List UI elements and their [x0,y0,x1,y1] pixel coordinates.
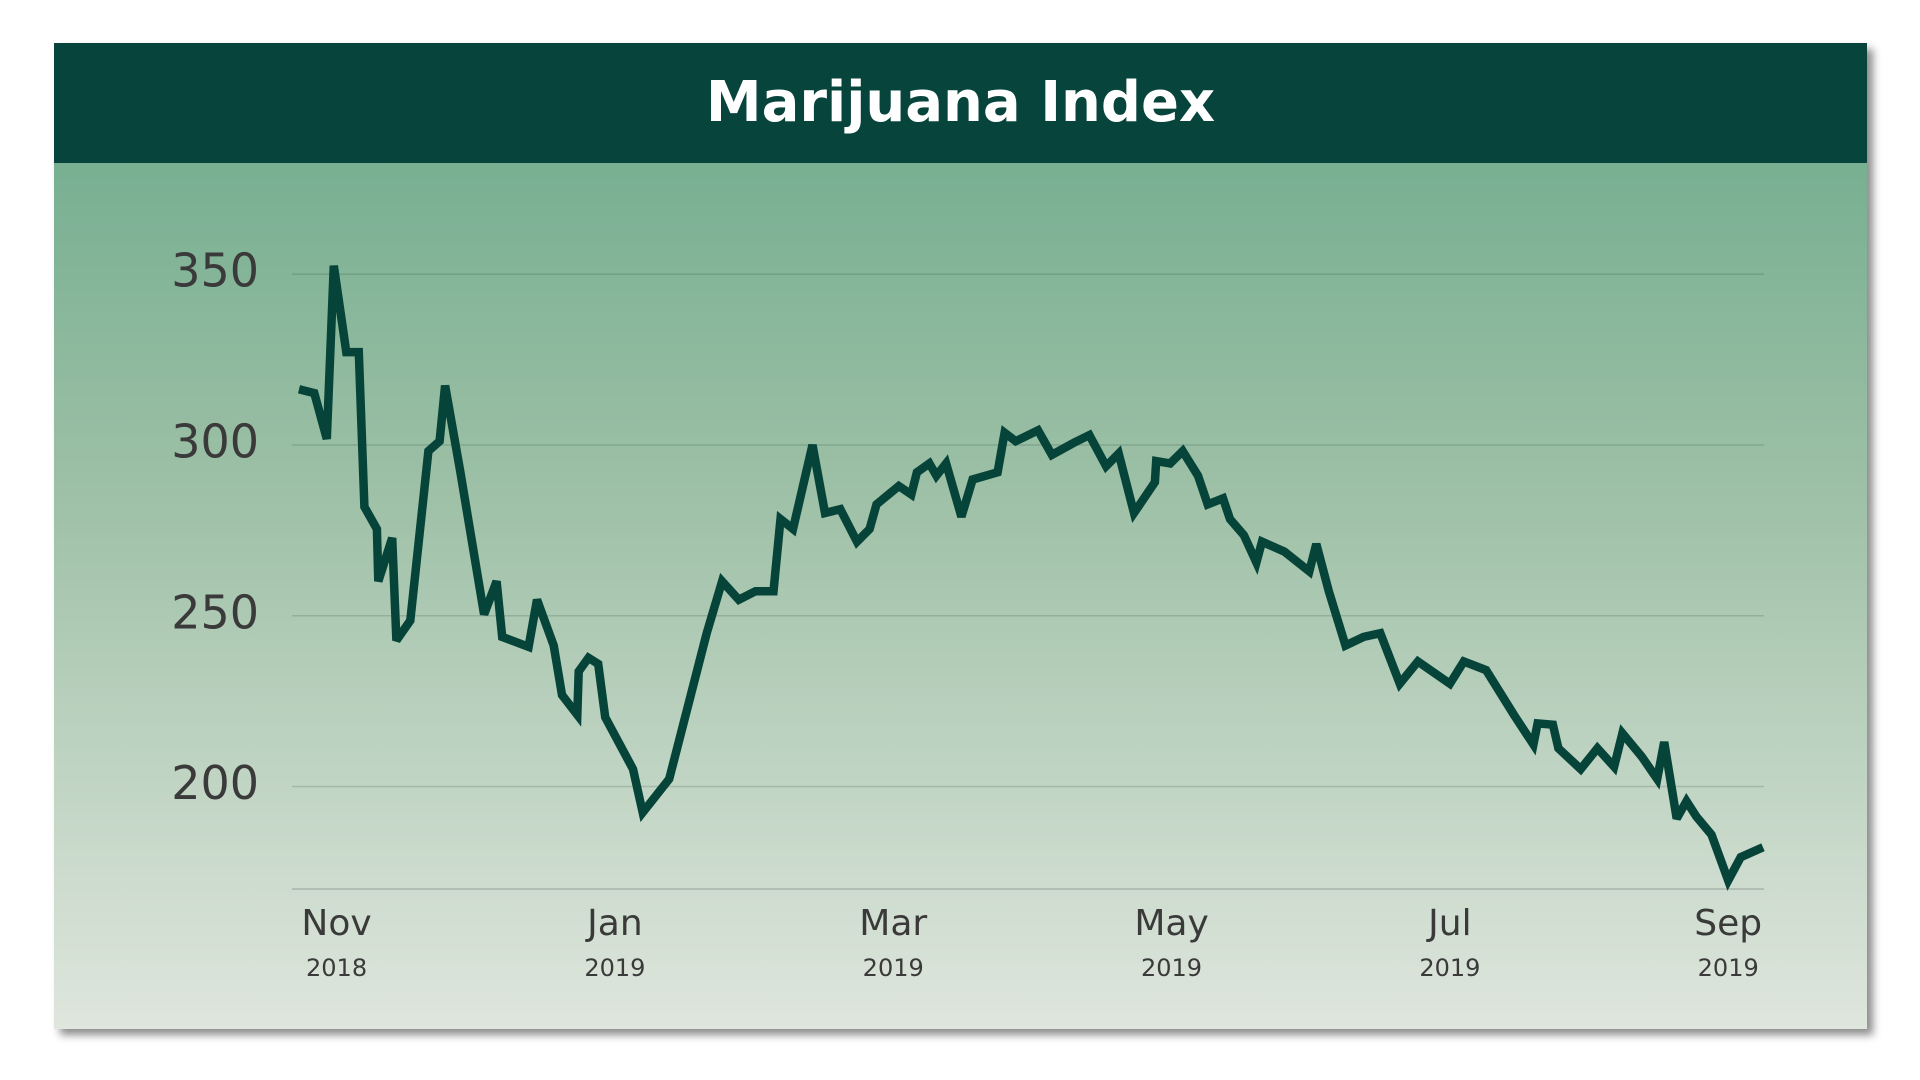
y-tick-label: 350 [171,244,259,298]
x-tick-label: Nov 2018 [301,903,372,982]
x-tick-label: Sep 2019 [1694,903,1763,982]
x-tick-label: Jan 2019 [584,903,646,982]
index-line [297,265,1765,891]
y-tick-label: 300 [171,415,259,469]
chart-title: Marijuana Index [54,43,1867,163]
x-tick-label: May 2019 [1134,903,1209,982]
chart-card: Marijuana Index [54,43,1867,1029]
y-tick-label: 200 [171,756,259,810]
y-tick-label: 250 [171,585,259,639]
x-tick-label: Jul 2019 [1419,903,1481,982]
x-tick-label: Mar 2019 [859,903,928,982]
